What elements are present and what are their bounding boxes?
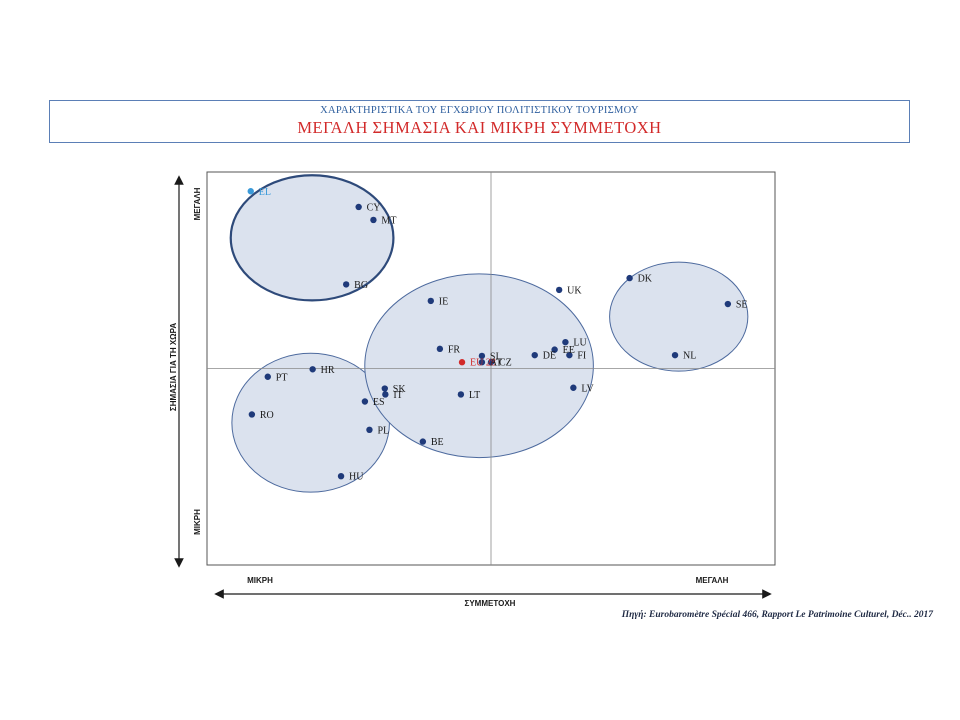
point-it bbox=[382, 391, 389, 398]
x-high-label: ΜΕΓΑΛΗ bbox=[696, 576, 729, 585]
cluster-ellipse-4 bbox=[609, 261, 749, 372]
point-label-lu: LU bbox=[573, 338, 587, 349]
cluster-ellipse-1 bbox=[229, 174, 395, 302]
point-mt bbox=[370, 216, 377, 224]
point-sk bbox=[381, 385, 388, 392]
point-se bbox=[724, 300, 732, 308]
point-label-ro: RO bbox=[260, 410, 274, 421]
point-label-es: ES bbox=[373, 397, 385, 408]
point-label-si: SI bbox=[490, 351, 499, 362]
point-label-at: AT bbox=[490, 358, 502, 369]
point-bg bbox=[342, 281, 350, 288]
point-hr bbox=[309, 366, 316, 373]
y-low-label: ΜΙΚΡΗ bbox=[193, 509, 202, 535]
x-axis-label: ΣΥΜΜΕΤΟΧΗ bbox=[465, 599, 516, 608]
point-label-eu-28: EU 28 bbox=[470, 358, 496, 369]
point-eu-28 bbox=[458, 359, 466, 366]
point-label-it: IT bbox=[393, 390, 402, 401]
point-label-fr: FR bbox=[448, 344, 461, 355]
point-at bbox=[478, 359, 486, 366]
point-lt bbox=[457, 391, 465, 398]
point-pl bbox=[366, 426, 373, 434]
point-el bbox=[247, 188, 254, 195]
point-uk bbox=[555, 286, 563, 294]
point-be bbox=[419, 438, 427, 445]
point-label-be: BE bbox=[431, 437, 444, 448]
point-ro bbox=[248, 411, 256, 418]
point-label-dk: DK bbox=[638, 274, 653, 285]
point-ee bbox=[551, 346, 558, 353]
point-lv bbox=[570, 384, 577, 391]
point-fi bbox=[566, 351, 573, 359]
point-label-bg: BG bbox=[354, 280, 368, 291]
title-box: ΧΑΡΑΚΤΗΡΙΣΤΙΚΑ ΤΟΥ ΕΓΧΩΡΙΟΥ ΠΟΛΙΤΙΣΤΙΚΟΥ… bbox=[49, 100, 910, 143]
point-label-cy: CY bbox=[367, 202, 381, 213]
point-label-nl: NL bbox=[683, 351, 696, 362]
chart-subtitle: ΧΑΡΑΚΤΗΡΙΣΤΙΚΑ ΤΟΥ ΕΓΧΩΡΙΟΥ ΠΟΛΙΤΙΣΤΙΚΟΥ… bbox=[320, 105, 639, 116]
point-si bbox=[478, 352, 486, 360]
x-low-label: ΜΙΚΡΗ bbox=[247, 576, 273, 585]
point-label-sk: SK bbox=[393, 384, 407, 395]
point-label-pl: PL bbox=[377, 425, 389, 436]
point-label-fi: FI bbox=[577, 351, 586, 362]
point-lu bbox=[562, 338, 569, 346]
source-note: Πηγή: Eurobaromètre Spécial 466, Rapport… bbox=[621, 610, 933, 620]
y-axis-label: ΣΗΜΑΣΙΑ ΓΙΑ ΤΗ ΧΩΡΑ bbox=[169, 323, 178, 411]
point-ie bbox=[427, 297, 434, 305]
point-label-pt: PT bbox=[276, 372, 288, 383]
point-label-se: SE bbox=[736, 300, 748, 311]
point-label-cz: CZ bbox=[499, 358, 512, 369]
point-label-lt: LT bbox=[469, 390, 480, 401]
y-high-label: ΜΕΓΑΛΗ bbox=[193, 187, 202, 220]
point-cz bbox=[487, 359, 495, 366]
point-dk bbox=[626, 274, 633, 282]
point-nl bbox=[671, 351, 679, 359]
chart-title: ΜΕΓΑΛΗ ΣΗΜΑΣΙΑ ΚΑΙ ΜΙΚΡΗ ΣΥΜΜΕΤΟΧΗ bbox=[297, 118, 662, 137]
point-es bbox=[361, 398, 369, 405]
point-label-hr: HR bbox=[321, 365, 335, 376]
point-fr bbox=[436, 345, 444, 353]
point-label-ee: EE bbox=[563, 345, 575, 356]
point-label-hu: HU bbox=[349, 472, 364, 483]
point-label-ie: IE bbox=[439, 296, 448, 307]
point-pt bbox=[264, 373, 271, 380]
point-cy bbox=[355, 203, 362, 211]
point-de bbox=[531, 351, 538, 359]
point-label-el: EL bbox=[259, 187, 271, 198]
point-label-lv: LV bbox=[581, 383, 594, 394]
point-hu bbox=[337, 472, 345, 480]
point-label-mt: MT bbox=[381, 215, 396, 226]
cluster-ellipse-3 bbox=[364, 273, 594, 459]
point-label-de: DE bbox=[543, 351, 556, 362]
point-label-uk: UK bbox=[567, 285, 582, 296]
